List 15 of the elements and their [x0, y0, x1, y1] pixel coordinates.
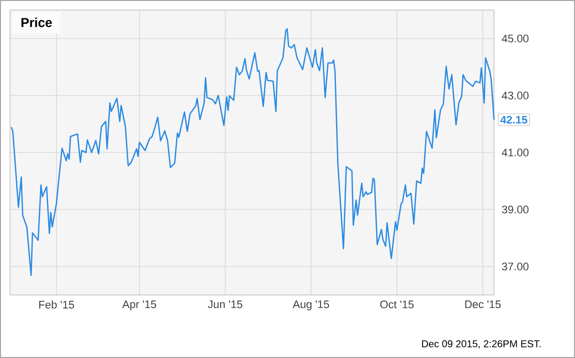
- y-tick-label: 45.00: [502, 34, 529, 42]
- text: Dec 09 2015, 2:26PM EST.: [422, 340, 541, 348]
- y-tick-label: 37.00: [502, 262, 529, 270]
- line-series: [10, 28, 495, 276]
- x-tick-label: Jun '15: [208, 300, 242, 308]
- x-tick-label: Apr '15: [122, 300, 156, 310]
- x-tick-label: Aug '15: [292, 300, 330, 310]
- x-tick-label: Dec '15: [465, 300, 501, 308]
- chart-title: Price: [21, 18, 52, 28]
- y-tick-label: 41.00: [502, 148, 529, 156]
- x-tick-label: Feb '15: [39, 300, 74, 309]
- y-tick-label: 39.00: [502, 206, 529, 214]
- annotation: 42.15: [500, 116, 528, 124]
- x-tick-label: Oct '15: [380, 300, 414, 308]
- y-tick-label: 43.00: [502, 92, 529, 100]
